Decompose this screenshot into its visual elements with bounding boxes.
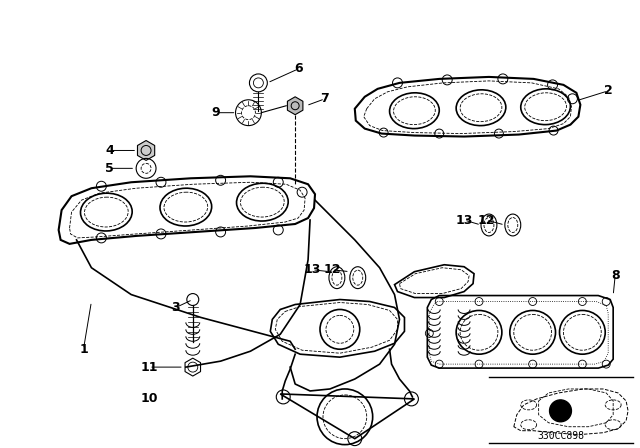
- Text: 12: 12: [477, 214, 495, 227]
- Text: 8: 8: [611, 269, 620, 282]
- Text: 2: 2: [604, 84, 612, 97]
- Text: 13: 13: [456, 214, 473, 227]
- Text: 330CC898: 330CC898: [537, 431, 584, 441]
- Text: 12: 12: [323, 263, 340, 276]
- Text: 11: 11: [140, 361, 158, 374]
- Polygon shape: [287, 97, 303, 115]
- Text: 5: 5: [105, 162, 114, 175]
- Text: 9: 9: [211, 106, 220, 119]
- Text: 3: 3: [172, 301, 180, 314]
- Circle shape: [550, 400, 572, 422]
- Text: 7: 7: [321, 92, 330, 105]
- Text: 6: 6: [294, 62, 303, 75]
- Text: 10: 10: [140, 392, 158, 405]
- Text: 1: 1: [79, 343, 88, 356]
- Text: 4: 4: [105, 144, 114, 157]
- Text: 13: 13: [303, 263, 321, 276]
- Polygon shape: [138, 141, 155, 160]
